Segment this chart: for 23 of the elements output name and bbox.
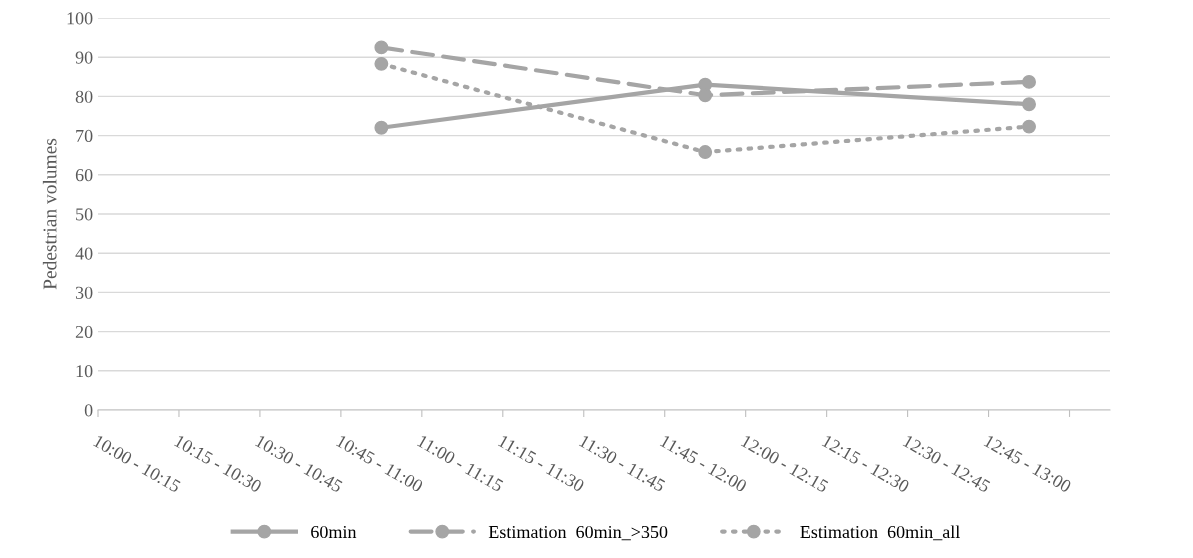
point <box>698 88 713 103</box>
y-axis-title: Pedestrian volumes <box>42 138 57 290</box>
y-tick-label: 50 <box>76 208 93 221</box>
point <box>1022 119 1036 134</box>
point <box>1022 74 1036 89</box>
point <box>374 56 389 71</box>
point <box>374 120 389 135</box>
y-tick-label: 90 <box>75 51 93 64</box>
point <box>1022 97 1036 112</box>
point <box>374 40 389 55</box>
legend-label: 60min <box>311 525 357 539</box>
y-tick-label: 30 <box>75 286 93 299</box>
legend-label: Estimation 60min_all <box>800 525 960 541</box>
y-tick-label: 10 <box>76 365 93 378</box>
y-tick-label: 0 <box>84 404 93 417</box>
y-tick-label: 40 <box>75 247 93 260</box>
y-tick-label: 70 <box>76 129 93 143</box>
legend-label: Estimation 60min_>350 <box>488 525 668 541</box>
y-tick-label: 100 <box>67 12 93 25</box>
y-tick-label: 20 <box>75 325 93 339</box>
y-tick-label: 80 <box>75 90 93 103</box>
y-tick-label: 60 <box>75 169 93 182</box>
point <box>698 145 713 160</box>
